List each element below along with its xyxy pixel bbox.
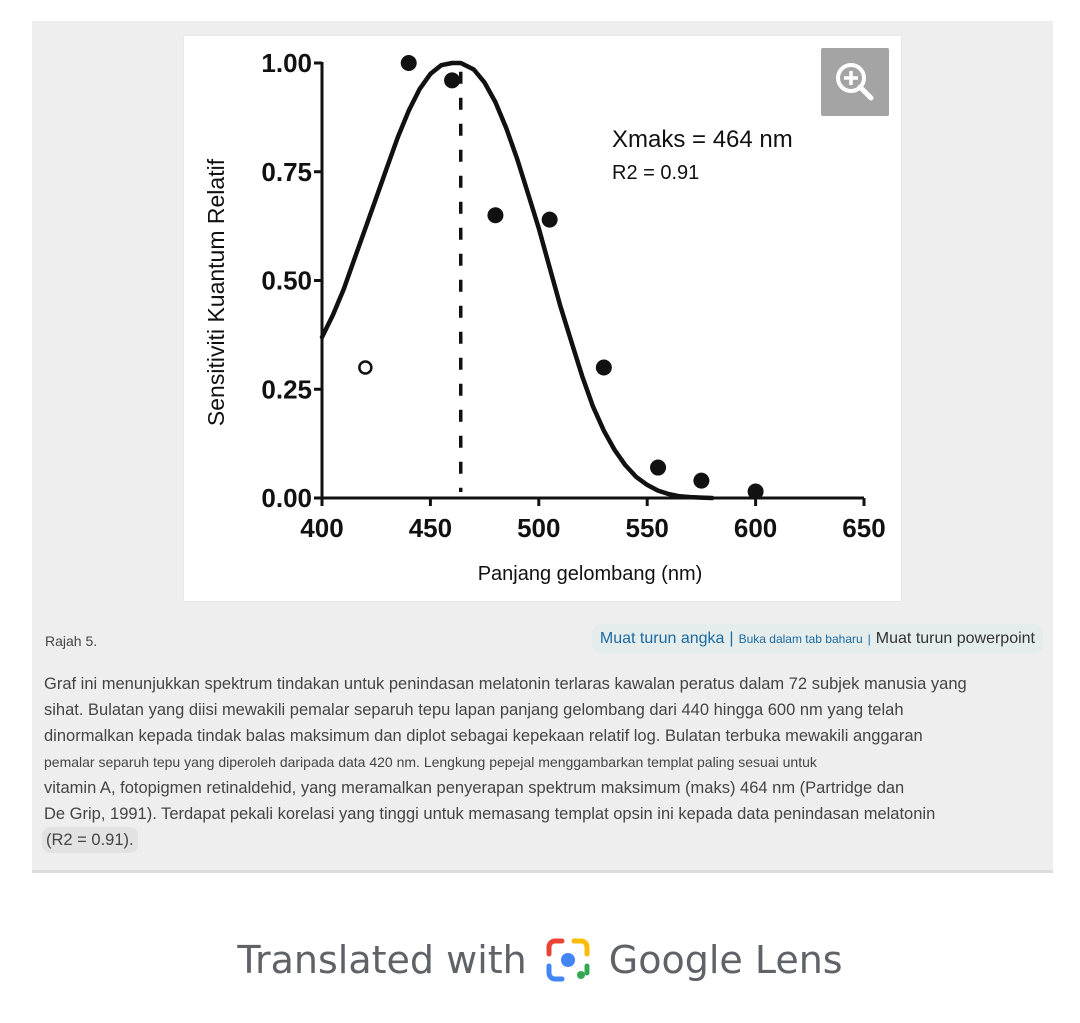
open-new-tab-link[interactable]: Buka dalam tab baharu	[738, 632, 863, 646]
fit-curve	[319, 60, 715, 501]
y-axis-title: Sensitiviti Kuantum Relatif	[203, 158, 229, 426]
r-squared-annotation: R2 = 0.91	[612, 162, 700, 184]
data-point-open	[358, 360, 373, 375]
zoom-button[interactable]	[821, 48, 889, 116]
divider	[32, 870, 1053, 873]
figure-caption: Graf ini menunjukkan spektrum tindakan u…	[42, 671, 1044, 853]
y-tick-label: 0.50	[261, 266, 312, 296]
caption-line: sihat. Bulatan yang diisi mewakili pemal…	[44, 701, 904, 719]
x-axis-title: Panjang gelombang (nm)	[478, 563, 703, 585]
caption-line: De Grip, 1991). Terdapat pekali korelasi…	[44, 805, 936, 823]
download-figure-link[interactable]: Muat turun angka	[599, 630, 725, 647]
x-tick-label: 400	[300, 513, 343, 543]
chart-labels-layer: 0.00 0.25 0.50 0.75 1.00 400 450 500 550 600 650 Pa…	[203, 48, 886, 585]
data-point	[541, 211, 558, 228]
data-point	[444, 72, 461, 89]
fit-curve-layer	[319, 60, 715, 501]
data-point	[650, 459, 667, 476]
translation-footer: Translated with Google Lens	[0, 930, 1080, 990]
translated-with-text: Translated with	[237, 938, 527, 982]
caption-line: dinormalkan kepada tindak balas maksimum…	[44, 727, 923, 745]
y-tick-label: 0.75	[261, 157, 312, 187]
data-point	[595, 359, 612, 376]
y-tick-label: 1.00	[261, 48, 312, 78]
article-figure-panel: 0.00 0.25 0.50 0.75 1.00 400 450 500 550 600 650 Pa…	[32, 21, 1053, 871]
figure-image[interactable]: 0.00 0.25 0.50 0.75 1.00 400 450 500 550 600 650 Pa…	[184, 36, 901, 601]
y-tick-label: 0.25	[261, 374, 312, 404]
x-tick-label: 550	[626, 513, 669, 543]
separator: |	[867, 632, 871, 646]
caption-line: pemalar separuh tepu yang diperoleh dari…	[44, 754, 817, 770]
chart: 0.00 0.25 0.50 0.75 1.00 400 450 500 550 600 650 Pa…	[203, 48, 886, 585]
caption-line: (R2 = 0.91).	[42, 827, 138, 853]
figure-label: Rajah 5.	[45, 633, 98, 649]
caption-line: Graf ini menunjukkan spektrum tindakan u…	[44, 675, 967, 693]
data-point	[400, 55, 417, 71]
data-point	[747, 483, 764, 500]
data-point	[693, 472, 710, 489]
data-point	[487, 207, 504, 224]
peak-wavelength-annotation: Xmaks = 464 nm	[612, 126, 793, 153]
download-powerpoint-link[interactable]: Muat turun powerpoint	[875, 630, 1035, 647]
caption-line: vitamin A, fotopigmen retinaldehid, yang…	[44, 779, 905, 797]
separator: |	[729, 630, 734, 647]
figure-actions: Muat turun angka | Buka dalam tab baharu…	[591, 624, 1043, 654]
google-lens-icon	[546, 938, 590, 982]
x-tick-label: 450	[409, 513, 452, 543]
y-tick-label: 0.00	[261, 483, 312, 513]
zoom-in-icon	[836, 63, 874, 101]
data-points-layer	[358, 55, 764, 500]
x-tick-label: 500	[517, 513, 560, 543]
x-tick-label: 600	[734, 513, 777, 543]
x-tick-label: 650	[842, 513, 885, 543]
google-lens-brand: Google Lens	[608, 938, 843, 982]
